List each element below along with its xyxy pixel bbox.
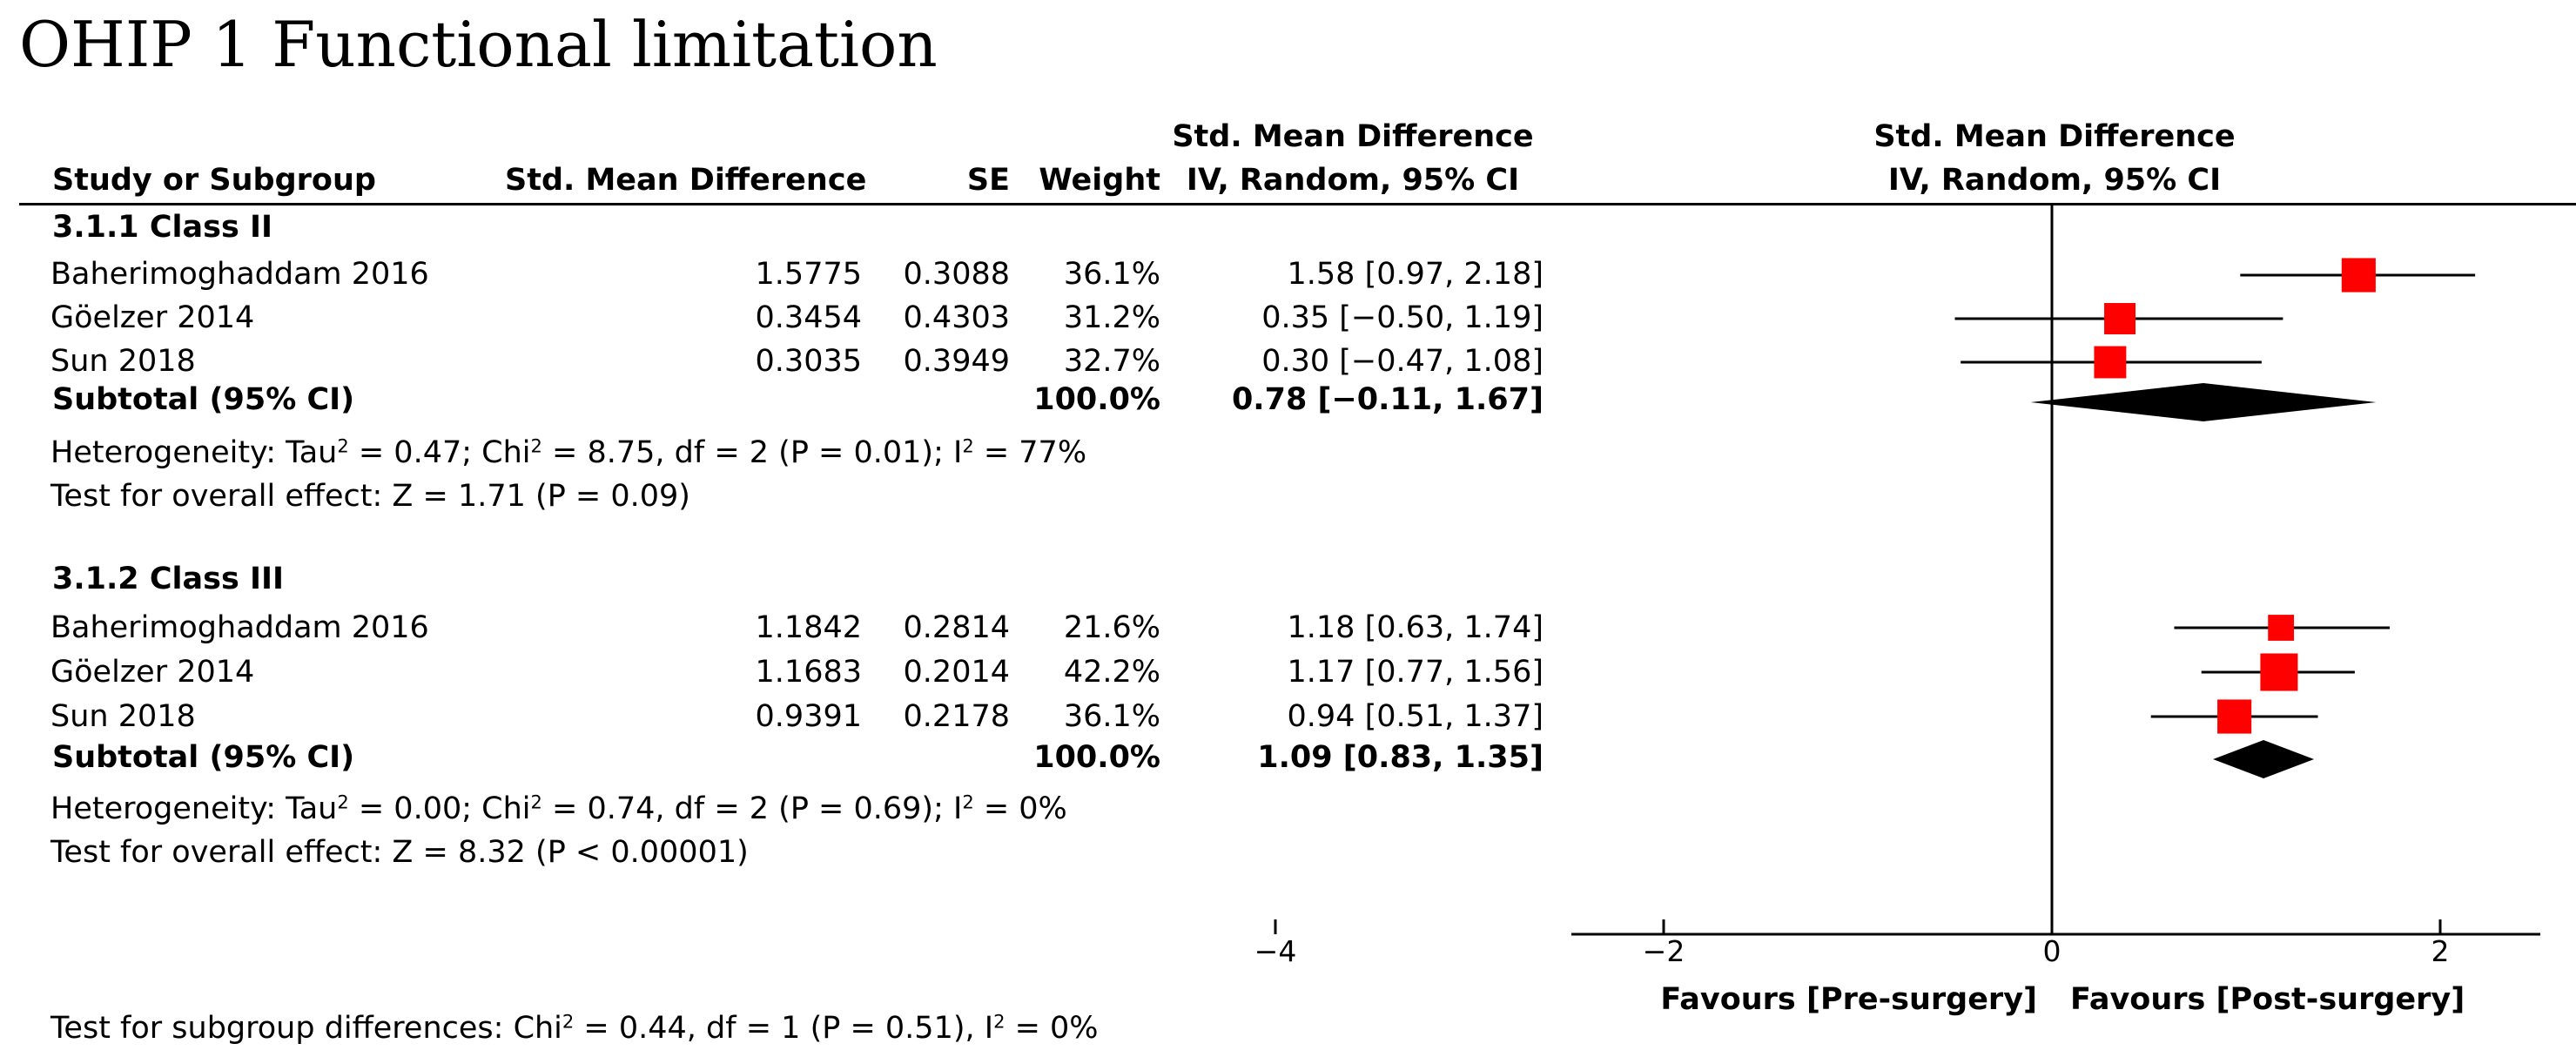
subgroup-test-text: Test for subgroup differences: Chi2 = 0.… xyxy=(50,1011,1099,1046)
subtotal-label: Subtotal (95% CI) xyxy=(52,740,355,775)
study-marker xyxy=(2217,699,2252,734)
heterogeneity-text: Heterogeneity: Tau2 = 0.47; Chi2 = 8.75,… xyxy=(50,435,1087,470)
study-marker xyxy=(2104,303,2136,334)
study-ci: 1.58 [0.97, 2.18] xyxy=(1287,257,1544,292)
study-name: Sun 2018 xyxy=(50,344,196,379)
header-se: SE xyxy=(966,163,1010,198)
header-study: Study or Subgroup xyxy=(52,163,376,198)
study-name: Baherimoghaddam 2016 xyxy=(50,610,429,645)
study-marker xyxy=(2260,653,2298,691)
header-rule xyxy=(19,203,2576,205)
study-weight: 36.1% xyxy=(1063,257,1160,292)
header-ci-bottom: IV, Random, 95% CI xyxy=(1186,163,1520,198)
study-name: Göelzer 2014 xyxy=(50,655,255,690)
subtotal-diamond xyxy=(2213,740,2315,778)
x-tick-label: 2 xyxy=(2431,934,2450,968)
study-name: Göelzer 2014 xyxy=(50,300,255,335)
subtotal-ci: 1.09 [0.83, 1.35] xyxy=(1257,740,1544,775)
study-weight: 32.7% xyxy=(1063,344,1160,379)
study-ci: 0.35 [−0.50, 1.19] xyxy=(1261,300,1544,335)
favours-left-label: Favours [Pre-surgery] xyxy=(1660,982,2037,1017)
heterogeneity-text: Heterogeneity: Tau2 = 0.00; Chi2 = 0.74,… xyxy=(50,791,1067,826)
header-plot-top: Std. Mean Difference xyxy=(1873,119,2236,154)
study-se: 0.2014 xyxy=(903,655,1010,690)
study-marker xyxy=(2268,615,2295,641)
study-weight: 21.6% xyxy=(1063,610,1160,645)
favours-right-label: Favours [Post-surgery] xyxy=(2070,982,2465,1017)
header-plot-bottom: IV, Random, 95% CI xyxy=(1887,163,2222,198)
header-weight: Weight xyxy=(1039,163,1160,198)
study-smd: 1.5775 xyxy=(755,257,862,292)
x-tick-label: −4 xyxy=(1254,934,1297,968)
header-smd: Std. Mean Difference xyxy=(505,163,867,198)
header-ci-top: Std. Mean Difference xyxy=(1172,119,1534,154)
study-smd: 0.3035 xyxy=(755,344,862,379)
chart-title: OHIP 1 Functional limitation xyxy=(19,8,938,81)
group-heading: 3.1.2 Class III xyxy=(52,562,285,596)
study-ci: 0.30 [−0.47, 1.08] xyxy=(1261,344,1544,379)
study-smd: 1.1683 xyxy=(755,655,862,690)
study-name: Baherimoghaddam 2016 xyxy=(50,257,429,292)
subtotal-label: Subtotal (95% CI) xyxy=(52,382,355,417)
study-weight: 42.2% xyxy=(1063,655,1160,690)
study-se: 0.2178 xyxy=(903,699,1010,734)
study-name: Sun 2018 xyxy=(50,699,196,734)
x-tick-label: −2 xyxy=(1643,934,1685,968)
study-ci: 1.18 [0.63, 1.74] xyxy=(1287,610,1544,645)
group-heading: 3.1.1 Class II xyxy=(52,210,273,245)
study-se: 0.3949 xyxy=(903,344,1010,379)
study-smd: 0.9391 xyxy=(755,699,862,734)
subtotal-weight: 100.0% xyxy=(1033,382,1160,417)
study-ci: 0.94 [0.51, 1.37] xyxy=(1287,699,1544,734)
study-weight: 31.2% xyxy=(1063,300,1160,335)
overall-effect-text: Test for overall effect: Z = 8.32 (P < 0… xyxy=(50,835,749,870)
subtotal-weight: 100.0% xyxy=(1033,740,1160,775)
study-ci: 1.17 [0.77, 1.56] xyxy=(1287,655,1544,690)
study-se: 0.4303 xyxy=(903,300,1010,335)
x-tick-label: 0 xyxy=(2043,934,2061,968)
study-se: 0.2814 xyxy=(903,610,1010,645)
overall-effect-text: Test for overall effect: Z = 1.71 (P = 0… xyxy=(50,479,690,514)
subtotal-diamond xyxy=(2030,383,2377,421)
study-smd: 0.3454 xyxy=(755,300,862,335)
study-smd: 1.1842 xyxy=(755,610,862,645)
study-weight: 36.1% xyxy=(1063,699,1160,734)
subtotal-ci: 0.78 [−0.11, 1.67] xyxy=(1231,382,1544,417)
study-marker xyxy=(2341,258,2376,293)
study-marker xyxy=(2094,346,2127,379)
study-se: 0.3088 xyxy=(903,257,1010,292)
